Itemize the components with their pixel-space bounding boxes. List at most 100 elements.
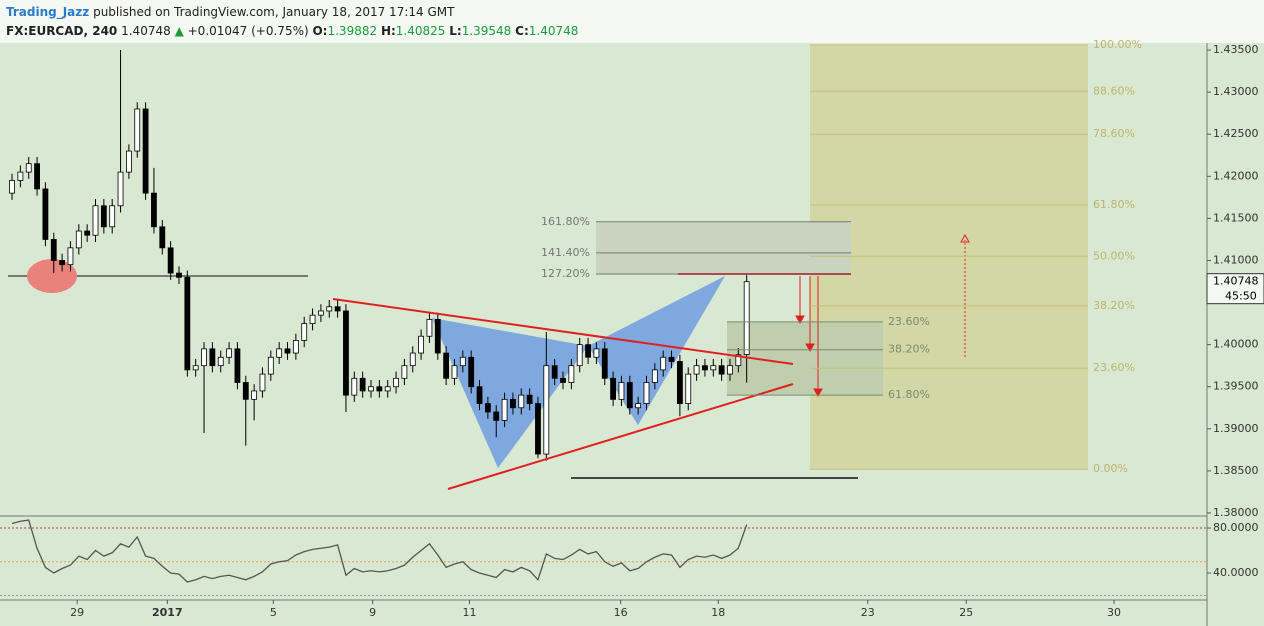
candle-body [668,356,675,362]
candle-body [109,205,116,228]
candle-body [718,365,725,375]
candle-body [226,348,232,358]
price-box [1206,273,1264,305]
candle-body [626,382,633,409]
candle-body [368,386,374,392]
candle-body [735,354,742,367]
candle-body [384,386,391,392]
l-label: L: [449,24,462,38]
candle-body [743,281,750,355]
o-value: 1.39882 [327,24,378,38]
candle-body [510,398,516,409]
candle-body [125,150,132,173]
y-tick-label: 1.42000 [1213,169,1259,182]
candle-body [334,306,341,312]
c-value: 1.40748 [528,24,579,38]
candle-body [201,348,207,367]
candle-body [660,356,667,371]
candle-body [601,348,608,379]
author[interactable]: Trading_Jazz [6,5,90,19]
candle-body [476,386,483,404]
candle-body [151,192,157,228]
candle-body [284,348,291,354]
candle-body [34,163,40,190]
fib-label: 78.60% [1093,127,1135,140]
candle-body [326,306,333,312]
candle-body [259,373,266,392]
candle-body [418,335,424,354]
candle-body [25,163,32,173]
candle-body [292,340,299,354]
candle-body [42,188,49,240]
candle-body [134,108,141,152]
candle-body [234,348,241,383]
candle-body [401,365,408,379]
candle-body [301,323,308,341]
candle-body [192,365,199,371]
candle-body [251,390,258,400]
fib-label: 127.20% [541,267,590,280]
header-bg [0,0,1264,43]
x-tick-label: 18 [711,606,725,619]
fib-label: 0.00% [1093,462,1128,475]
candle-body [551,365,558,379]
x-tick-label: 9 [369,606,376,619]
candle-body [209,348,216,367]
y-tick-label: 1.43000 [1213,85,1259,98]
candle-body [618,382,625,400]
candle-body [59,260,66,266]
last: 1.40748 [121,24,171,38]
x-tick-label: 25 [959,606,973,619]
candle-body [176,272,182,278]
fib-label: 141.40% [541,246,590,259]
candle-body [468,356,475,388]
fib-label: 38.20% [888,343,930,356]
candle-body [393,377,399,388]
candle-body [568,365,575,383]
symbol: FX:EURCAD, 240 [6,24,118,38]
candle-body [75,230,82,249]
candle-body [710,365,717,371]
candle-body [50,239,57,261]
candle-body [484,403,491,413]
x-tick-label: 16 [614,606,628,619]
quote-line: FX:EURCAD, 240 1.40748 ▲ +0.01047 (+0.75… [6,22,578,41]
candle-body [343,310,349,396]
y-tick-label: 1.43500 [1213,43,1259,56]
candle-body [459,356,466,367]
candle-body [693,365,700,375]
c-label: C: [515,24,529,38]
x-tick-label: 5 [270,606,277,619]
fib-label: 100.00% [1093,38,1142,51]
candle-body [376,386,383,392]
candle-body [184,276,191,371]
x-tick-label: 23 [861,606,875,619]
up-arrow: ▲ [174,24,184,38]
candle-body [443,352,450,379]
countdown: 45:50 [1225,290,1257,303]
candle-body [643,382,650,404]
highlight [27,259,77,293]
header: Trading_Jazz published on TradingView.co… [6,3,578,41]
candle-body [585,344,591,358]
fib-label: 61.80% [1093,198,1135,211]
candle-body [409,352,416,367]
candle-body [217,356,224,367]
fib-label: 23.60% [888,315,930,328]
y-tick-label: 1.39500 [1213,380,1259,393]
x-tick-label: 30 [1107,606,1121,619]
candle-body [159,226,166,249]
y-tick-label: 1.39000 [1213,422,1259,435]
h-label: H: [380,24,396,38]
fib-label: 161.80% [541,215,590,228]
candle-body [451,365,458,379]
candle-body [359,377,366,392]
change: +0.01047 (+0.75%) [187,24,309,38]
candle-body [267,356,274,375]
trend-line [332,298,794,365]
fib-label: 61.80% [888,388,930,401]
candle-body [635,403,642,409]
candle-body [242,382,249,400]
